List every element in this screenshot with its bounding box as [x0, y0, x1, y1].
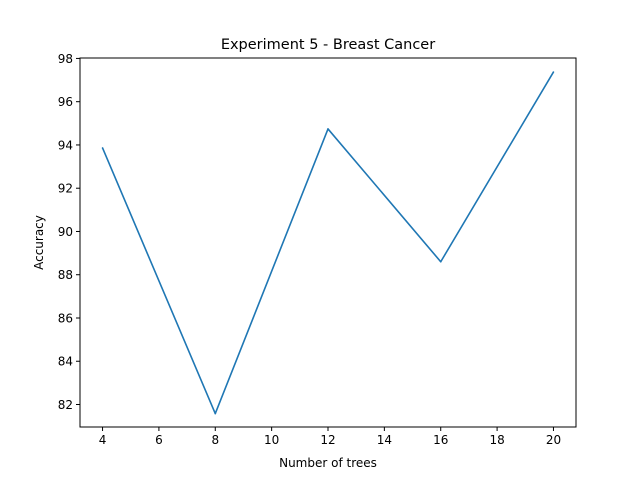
y-tick-label: 86	[58, 311, 73, 325]
y-tick-label: 84	[58, 355, 73, 369]
x-tick-label: 20	[546, 433, 561, 447]
chart-title: Experiment 5 - Breast Cancer	[221, 37, 435, 53]
y-tick-label: 82	[58, 398, 73, 412]
data-point	[101, 147, 104, 149]
series-group	[101, 71, 555, 415]
y-axis-label: Accuracy	[32, 215, 46, 270]
data-point	[214, 412, 217, 415]
plot-frame	[79, 57, 577, 428]
x-tick-label: 6	[155, 433, 163, 447]
x-tick-label: 10	[264, 433, 279, 447]
x-tick-label: 4	[99, 433, 107, 447]
x-tick-label: 18	[489, 433, 504, 447]
x-tick-label: 8	[211, 433, 219, 447]
y-tick-label: 98	[58, 52, 73, 66]
y-tick-label: 90	[58, 225, 73, 239]
data-point	[439, 260, 442, 263]
data-point	[552, 71, 555, 73]
x-axis-label: Number of trees	[279, 456, 377, 470]
x-tick-label: 12	[320, 433, 335, 447]
y-tick-label: 94	[58, 138, 73, 152]
x-tick-label: 16	[433, 433, 448, 447]
y-tick-label: 92	[58, 182, 73, 196]
axis-ticks: 4 6 8 10 12 14 16 18 20 82 84 86 88 90 92 94 96 98	[58, 52, 561, 447]
y-tick-label: 88	[58, 268, 73, 282]
y-tick-label: 96	[58, 95, 73, 109]
data-point	[327, 128, 329, 130]
x-tick-label: 14	[377, 433, 392, 447]
